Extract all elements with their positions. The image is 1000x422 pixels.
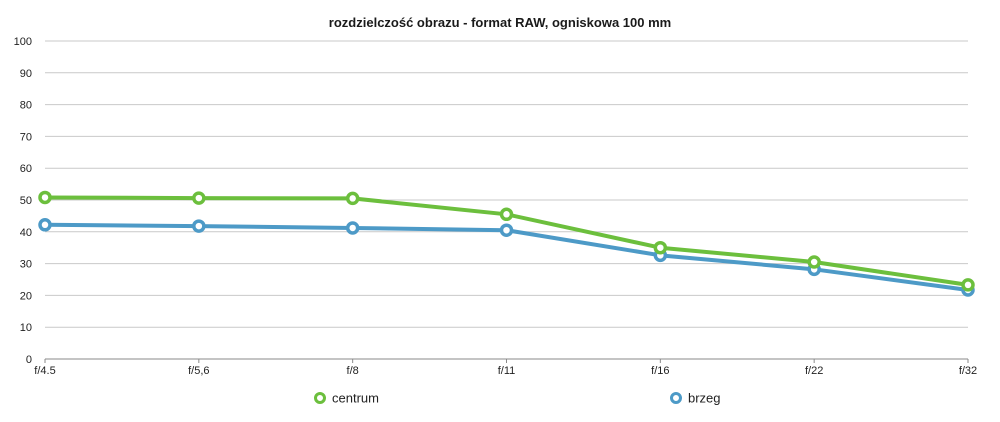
y-tick-label: 90 <box>20 68 32 80</box>
y-tick-label: 40 <box>20 227 32 239</box>
y-tick-label: 70 <box>20 131 32 143</box>
data-point-brzeg <box>499 223 514 237</box>
y-tick-label: 80 <box>20 100 32 112</box>
data-point-brzeg <box>192 219 206 233</box>
x-tick-label: f/4.5 <box>34 365 55 377</box>
legend[interactable]: centrum brzeg <box>314 391 721 406</box>
x-tick-label: f/11 <box>498 365 516 377</box>
y-tick-label: 100 <box>14 36 32 48</box>
data-point-brzeg <box>38 218 52 232</box>
data-point-centrum <box>961 278 975 292</box>
x-tick-label: f/22 <box>805 365 823 377</box>
y-tick-label: 10 <box>20 322 32 334</box>
y-tick-label: 50 <box>20 195 32 207</box>
legend-marker-icon <box>670 392 682 404</box>
data-point-centrum <box>499 207 514 222</box>
data-point-centrum <box>653 240 668 255</box>
axes: 0 10 20 30 40 50 60 70 80 90 100 f/4.5 f/5,6 f/8 f/11 f… <box>14 36 978 377</box>
legend-marker-icon <box>314 392 326 404</box>
data-point-centrum <box>38 190 52 205</box>
y-tick-label: 0 <box>26 354 32 366</box>
chart-title: rozdzielczość obrazu - format RAW, ognis… <box>329 15 671 30</box>
data-point-centrum <box>345 191 360 206</box>
legend-item-centrum[interactable]: centrum <box>314 391 379 406</box>
x-tick-label: f/32 <box>959 365 977 377</box>
series <box>38 190 975 297</box>
legend-label: brzeg <box>688 391 721 406</box>
data-point-centrum <box>807 255 821 269</box>
legend-item-brzeg[interactable]: brzeg <box>670 391 721 406</box>
y-tick-label: 60 <box>20 163 32 175</box>
y-tick-label: 30 <box>20 259 32 271</box>
data-point-centrum <box>192 191 206 205</box>
legend-label: centrum <box>332 391 379 406</box>
x-tick-label: f/16 <box>651 365 669 377</box>
gridlines <box>45 40 968 328</box>
data-point-brzeg <box>345 221 360 235</box>
y-tick-label: 20 <box>20 290 32 302</box>
x-tick-label: f/5,6 <box>188 365 209 377</box>
x-tick-label: f/8 <box>347 365 359 377</box>
